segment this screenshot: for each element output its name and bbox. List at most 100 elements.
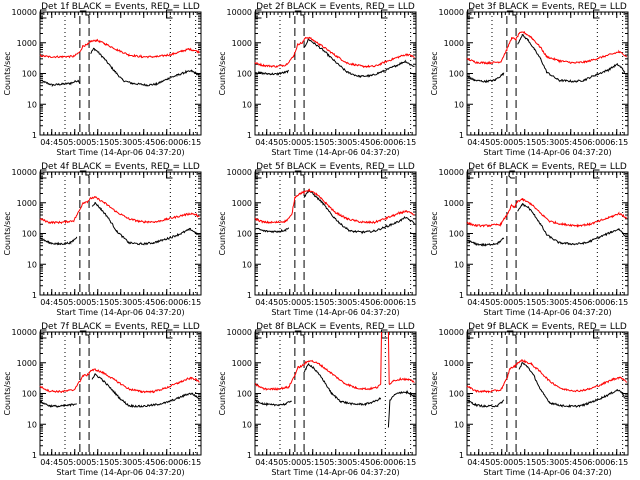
- interval-marker-e: [254, 169, 262, 179]
- y-axis-label: Counts/sec: [430, 51, 439, 95]
- axes-frame: [466, 11, 629, 136]
- y-tick-label: 1000: [232, 199, 252, 208]
- marker-s-shape: [506, 330, 517, 338]
- x-tick-label: 04:45: [255, 138, 278, 147]
- marker-e-shape: [39, 9, 47, 19]
- marker-e-shape: [593, 9, 600, 19]
- plot-title: Det 8f BLACK = Events, RED = LLD: [256, 322, 415, 332]
- x-tick-label: 05:45: [347, 298, 370, 307]
- y-tick-label: 1000: [444, 199, 464, 208]
- marker-e-shape: [39, 329, 47, 339]
- interval-marker-s: [294, 10, 305, 18]
- interval-marker-e: [254, 329, 262, 339]
- x-axis-label: Start Time (14-Apr-06 04:37:20): [271, 148, 399, 157]
- interval-marker-e: [381, 169, 388, 179]
- x-axis-label: Start Time (14-Apr-06 04:37:20): [56, 148, 184, 157]
- y-tick-label: 1000: [17, 199, 37, 208]
- interval-marker-c: [508, 170, 515, 179]
- plot-title: Det 1f BLACK = Events, RED = LLD: [41, 2, 200, 12]
- x-tick-label: 05:00: [278, 458, 301, 467]
- lld-series-line: [466, 359, 627, 394]
- y-axis-label: Counts/sec: [3, 371, 12, 415]
- interval-marker-e: [466, 329, 474, 339]
- y-tick-label: 100: [22, 390, 37, 399]
- y-tick-label: 1: [459, 291, 464, 300]
- y-tick-label: 1: [32, 451, 37, 460]
- y-tick-label: 100: [449, 70, 464, 79]
- y-tick-label: 1: [247, 451, 252, 460]
- y-axis-label: Counts/sec: [218, 211, 227, 255]
- marker-e-shape: [254, 9, 262, 19]
- y-tick-label: 100: [449, 390, 464, 399]
- x-tick-label: 04:45: [40, 298, 63, 307]
- x-tick-label: 06:15: [605, 298, 628, 307]
- plot-panel: Det 4f BLACK = Events, RED = LLD 1 10 100 10…: [3, 162, 202, 317]
- y-tick-label: 1000: [444, 359, 464, 368]
- events-series-line: [90, 47, 200, 87]
- y-tick-label: 10000: [439, 168, 464, 177]
- x-tick-label: 06:15: [393, 458, 416, 467]
- x-tick-label: 04:45: [255, 458, 278, 467]
- x-tick-label: 05:45: [132, 298, 155, 307]
- marker-e-shape: [166, 329, 173, 339]
- y-tick-label: 10000: [227, 8, 252, 17]
- interval-marker-e: [466, 169, 474, 179]
- y-tick-label: 10000: [227, 168, 252, 177]
- interval-marker-s: [506, 330, 517, 338]
- x-tick-label: 06:00: [155, 458, 178, 467]
- events-series-line: [466, 72, 505, 83]
- lld-series-line: [466, 198, 627, 228]
- x-tick-label: 04:45: [40, 138, 63, 147]
- x-axis-label: Start Time (14-Apr-06 04:37:20): [483, 468, 611, 477]
- y-axis-label: Counts/sec: [218, 51, 227, 95]
- y-tick-label: 100: [237, 230, 252, 239]
- interval-marker-e: [39, 169, 47, 179]
- y-axis-label: Counts/sec: [3, 51, 12, 95]
- y-tick-label: 1000: [232, 359, 252, 368]
- y-tick-label: 10000: [439, 8, 464, 17]
- x-tick-label: 04:45: [467, 298, 490, 307]
- plot-panel: Det 8f BLACK = Events, RED = LLD 1 10 100 10…: [218, 322, 417, 477]
- x-tick-label: 04:45: [40, 458, 63, 467]
- x-tick-label: 05:00: [63, 138, 86, 147]
- x-tick-label: 05:30: [536, 298, 559, 307]
- events-series-line: [39, 400, 77, 409]
- axes-frame: [254, 171, 417, 296]
- interval-marker-e: [166, 9, 173, 19]
- x-tick-label: 04:45: [467, 458, 490, 467]
- x-tick-label: 06:00: [582, 298, 605, 307]
- x-tick-label: 05:30: [324, 138, 347, 147]
- x-tick-label: 06:15: [393, 298, 416, 307]
- y-tick-label: 10: [27, 260, 37, 269]
- plot-title: Det 3f BLACK = Events, RED = LLD: [468, 2, 627, 12]
- y-axis-label: Counts/sec: [430, 211, 439, 255]
- x-tick-label: 05:45: [347, 138, 370, 147]
- marker-s-shape: [79, 330, 90, 338]
- marker-s-shape: [294, 10, 305, 18]
- x-tick-label: 05:00: [63, 298, 86, 307]
- y-tick-label: 10: [454, 260, 464, 269]
- events-series-line: [518, 361, 626, 408]
- x-tick-label: 05:30: [324, 458, 347, 467]
- x-tick-label: 06:15: [178, 458, 201, 467]
- x-tick-label: 05:00: [490, 458, 513, 467]
- interval-marker-s: [79, 10, 90, 18]
- marker-s-shape: [79, 170, 90, 178]
- y-tick-label: 1000: [232, 39, 252, 48]
- x-tick-label: 05:15: [86, 138, 109, 147]
- x-tick-label: 06:15: [393, 138, 416, 147]
- events-series-line: [517, 202, 626, 246]
- events-series-line: [466, 237, 505, 247]
- interval-marker-e: [593, 329, 600, 339]
- y-tick-label: 10: [454, 100, 464, 109]
- interval-marker-e: [166, 329, 173, 339]
- interval-marker-s: [506, 10, 517, 18]
- x-tick-label: 05:15: [301, 298, 324, 307]
- events-series-line: [303, 188, 415, 235]
- marker-e-shape: [166, 169, 173, 179]
- x-tick-label: 05:15: [513, 298, 536, 307]
- marker-e-shape: [166, 9, 173, 19]
- y-tick-label: 10: [242, 100, 252, 109]
- x-tick-label: 05:00: [278, 138, 301, 147]
- marker-s-shape: [506, 10, 517, 18]
